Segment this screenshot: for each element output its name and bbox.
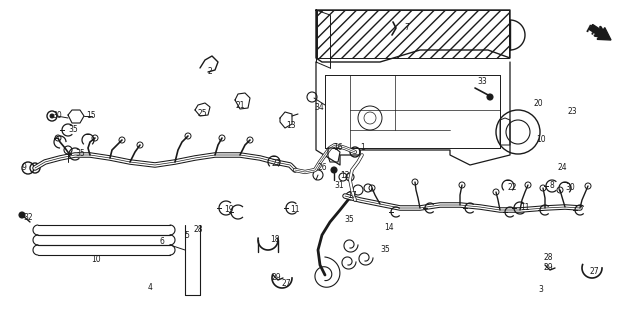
Text: 27: 27 [281, 278, 290, 287]
Text: 23: 23 [568, 108, 578, 116]
Text: 28: 28 [193, 226, 202, 235]
Text: 7: 7 [404, 23, 409, 33]
Text: 18: 18 [270, 236, 279, 244]
Text: 11: 11 [520, 204, 530, 212]
Text: 30: 30 [565, 183, 575, 193]
Text: 24: 24 [558, 164, 568, 172]
Text: 31: 31 [334, 180, 344, 189]
Text: 15: 15 [86, 111, 96, 121]
Text: 5: 5 [184, 230, 189, 239]
Text: 21: 21 [236, 101, 245, 110]
Text: 22: 22 [272, 158, 282, 167]
FancyArrow shape [589, 25, 611, 40]
Text: 9: 9 [22, 164, 27, 172]
Text: 35: 35 [344, 215, 354, 225]
Text: 6: 6 [160, 237, 165, 246]
Circle shape [331, 167, 337, 173]
Text: 11: 11 [290, 205, 299, 214]
Text: 12: 12 [340, 172, 349, 180]
Text: 27: 27 [590, 268, 600, 276]
Text: 33: 33 [477, 77, 487, 86]
Text: 10: 10 [536, 135, 546, 145]
Text: 3: 3 [538, 285, 543, 294]
Text: 10: 10 [91, 255, 101, 265]
Text: FR.: FR. [583, 24, 603, 41]
Text: 35: 35 [75, 149, 85, 158]
Text: 8: 8 [550, 181, 555, 190]
Text: 29: 29 [543, 263, 553, 273]
Text: 20: 20 [534, 100, 543, 108]
Text: 2: 2 [208, 68, 213, 76]
Text: 25: 25 [197, 108, 207, 117]
Text: 19: 19 [224, 205, 233, 214]
Text: 32: 32 [23, 213, 33, 222]
Text: 14: 14 [384, 223, 394, 233]
Text: 35: 35 [380, 245, 390, 254]
Text: 13: 13 [286, 122, 295, 131]
Text: 1: 1 [360, 143, 365, 153]
Text: 28: 28 [543, 253, 553, 262]
Text: 17: 17 [347, 191, 357, 201]
Text: 34: 34 [314, 103, 324, 113]
Text: 26: 26 [318, 164, 327, 172]
Circle shape [19, 212, 25, 218]
Text: 30: 30 [52, 111, 62, 121]
Text: 29: 29 [272, 274, 282, 283]
Circle shape [487, 94, 493, 100]
Bar [317, 10, 509, 58]
Text: 22: 22 [508, 182, 518, 191]
Circle shape [50, 114, 54, 118]
Text: 35: 35 [68, 125, 78, 134]
Text: 16: 16 [333, 143, 342, 153]
Text: 4: 4 [148, 284, 153, 292]
